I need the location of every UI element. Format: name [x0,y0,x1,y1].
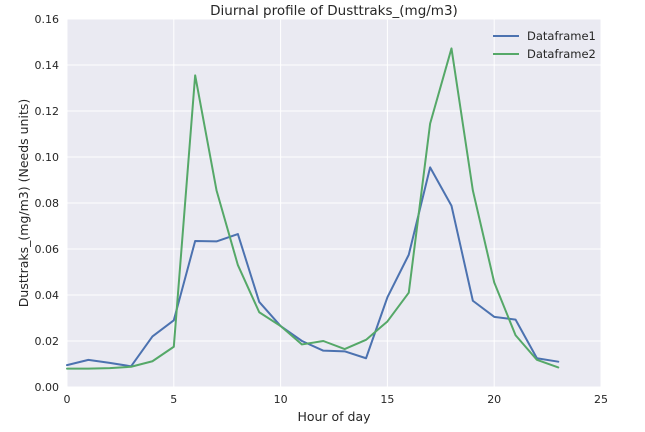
y-tick-label: 0.12 [35,105,60,118]
legend-label: Dataframe2 [527,47,596,61]
legend: Dataframe1 Dataframe2 [493,29,596,61]
y-tick-label: 0.10 [35,151,60,164]
chart-title: Diurnal profile of Dusttraks_(mg/m3) [210,3,458,19]
y-tick-label: 0.00 [35,381,60,394]
legend-label: Dataframe1 [527,29,596,43]
y-tick-label: 0.02 [35,335,60,348]
x-tick-label: 15 [380,393,394,406]
x-tick-label: 20 [487,393,501,406]
y-tick-label: 0.06 [35,243,60,256]
y-tick-label: 0.08 [35,197,60,210]
y-tick-label: 0.14 [35,59,60,72]
y-tick-label: 0.04 [35,289,60,302]
x-tick-label: 10 [274,393,288,406]
series-group [66,47,560,370]
series-line-dataframe2 [66,47,560,370]
x-tick-label: 5 [170,393,177,406]
grid [66,18,602,388]
y-tick-label: 0.16 [35,13,60,26]
y-axis-label: Dusttraks_(mg/m3) (Needs units) [16,99,31,307]
series-line-dataframe1 [66,166,560,368]
tick-labels: 0 5 10 15 20 25 0.00 0.02 0.04 0.06 0.08 0.10 0.12 0.… [35,13,609,406]
x-tick-label: 25 [594,393,608,406]
x-tick-label: 0 [64,393,71,406]
x-axis-label: Hour of day [297,409,371,424]
